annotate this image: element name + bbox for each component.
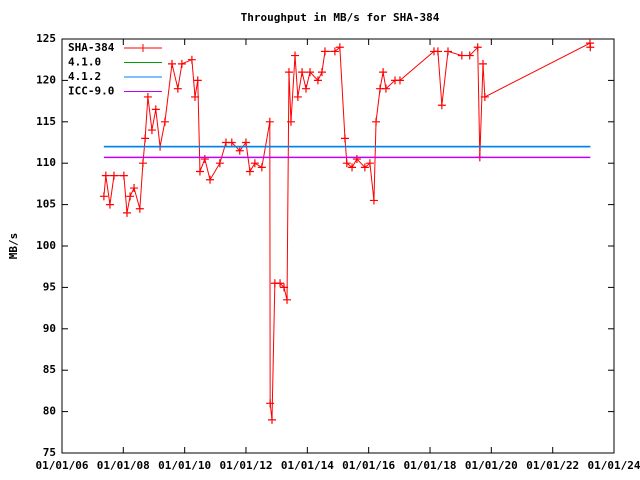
- data-point: [437, 101, 446, 110]
- data-point: [265, 117, 274, 126]
- data-point: [395, 76, 404, 85]
- data-point: [365, 159, 374, 168]
- data-point: [141, 134, 150, 143]
- data-point: [126, 192, 135, 201]
- legend-label: ICC-9.0: [68, 85, 114, 98]
- data-point: [313, 76, 322, 85]
- data-point: [286, 117, 295, 126]
- data-point: [206, 175, 215, 184]
- data-point: [167, 59, 176, 68]
- data-point: [443, 47, 452, 56]
- data-point: [306, 68, 315, 77]
- data-point: [235, 146, 244, 155]
- y-tick-label: 100: [36, 239, 56, 252]
- x-tick-label: 01/01/06: [36, 459, 89, 472]
- data-point: [241, 138, 250, 147]
- data-point: [283, 295, 292, 304]
- y-tick-label: 80: [43, 405, 56, 418]
- data-point: [302, 84, 311, 93]
- x-tick-label: 01/01/08: [97, 459, 150, 472]
- data-point: [480, 92, 489, 101]
- data-point: [586, 43, 595, 52]
- data-point: [348, 163, 357, 172]
- y-tick-label: 95: [43, 280, 56, 293]
- data-point: [173, 84, 182, 93]
- data-point: [160, 117, 169, 126]
- data-point: [250, 159, 259, 168]
- data-point: [433, 47, 442, 56]
- data-point: [340, 134, 349, 143]
- y-tick-label: 90: [43, 322, 56, 335]
- data-point: [266, 399, 275, 408]
- data-point: [465, 51, 474, 60]
- data-point: [335, 43, 344, 52]
- data-point: [109, 171, 118, 180]
- data-point: [177, 59, 186, 68]
- data-point: [215, 159, 224, 168]
- data-point: [479, 59, 488, 68]
- data-point: [291, 51, 300, 60]
- data-point: [284, 68, 293, 77]
- data-point: [122, 208, 131, 217]
- data-point: [360, 163, 369, 172]
- x-tick-label: 01/01/18: [404, 459, 457, 472]
- data-point: [320, 47, 329, 56]
- legend-label: 4.1.0: [68, 56, 101, 69]
- x-tick-label: 01/01/20: [465, 459, 518, 472]
- data-point: [135, 204, 144, 213]
- legend-label: SHA-384: [68, 41, 115, 54]
- data-point: [191, 92, 200, 101]
- y-tick-label: 120: [36, 73, 56, 86]
- x-tick-label: 01/01/14: [281, 459, 334, 472]
- data-point: [298, 68, 307, 77]
- data-point: [276, 279, 285, 288]
- x-tick-label: 01/01/12: [219, 459, 272, 472]
- data-point: [99, 192, 108, 201]
- data-point: [200, 155, 209, 164]
- data-point: [227, 138, 236, 147]
- data-point: [379, 68, 388, 77]
- x-tick-label: 01/01/16: [342, 459, 395, 472]
- data-point: [193, 76, 202, 85]
- y-tick-label: 105: [36, 198, 56, 211]
- y-tick-label: 110: [36, 156, 56, 169]
- data-point: [143, 92, 152, 101]
- data-point: [130, 184, 139, 193]
- data-point: [245, 167, 254, 176]
- data-point: [268, 415, 277, 424]
- y-tick-label: 75: [43, 446, 56, 459]
- data-point: [138, 159, 147, 168]
- chart-title: Throughput in MB/s for SHA-384: [241, 11, 440, 24]
- data-point: [293, 92, 302, 101]
- y-tick-label: 115: [36, 115, 56, 128]
- data-point: [147, 126, 156, 135]
- data-point: [473, 43, 482, 52]
- data-point: [342, 159, 351, 168]
- data-point: [101, 171, 110, 180]
- data-point: [187, 55, 196, 64]
- data-point: [381, 84, 390, 93]
- y-axis-label: MB/s: [7, 233, 20, 260]
- data-point: [457, 51, 466, 60]
- data-point: [119, 171, 128, 180]
- x-tick-label: 01/01/10: [158, 459, 211, 472]
- data-point: [105, 200, 114, 209]
- data-point: [317, 68, 326, 77]
- legend-label: 4.1.2: [68, 70, 101, 83]
- x-tick-label: 01/01/22: [526, 459, 579, 472]
- data-point: [369, 196, 378, 205]
- data-point: [195, 167, 204, 176]
- legend-marker: [139, 44, 147, 52]
- data-point: [151, 105, 160, 114]
- data-point: [352, 155, 361, 164]
- y-tick-label: 85: [43, 363, 56, 376]
- data-point: [257, 163, 266, 172]
- data-point: [372, 117, 381, 126]
- y-tick-label: 125: [36, 32, 56, 45]
- data-point: [280, 283, 289, 292]
- data-point: [330, 47, 339, 56]
- x-tick-label: 01/01/24: [588, 459, 640, 472]
